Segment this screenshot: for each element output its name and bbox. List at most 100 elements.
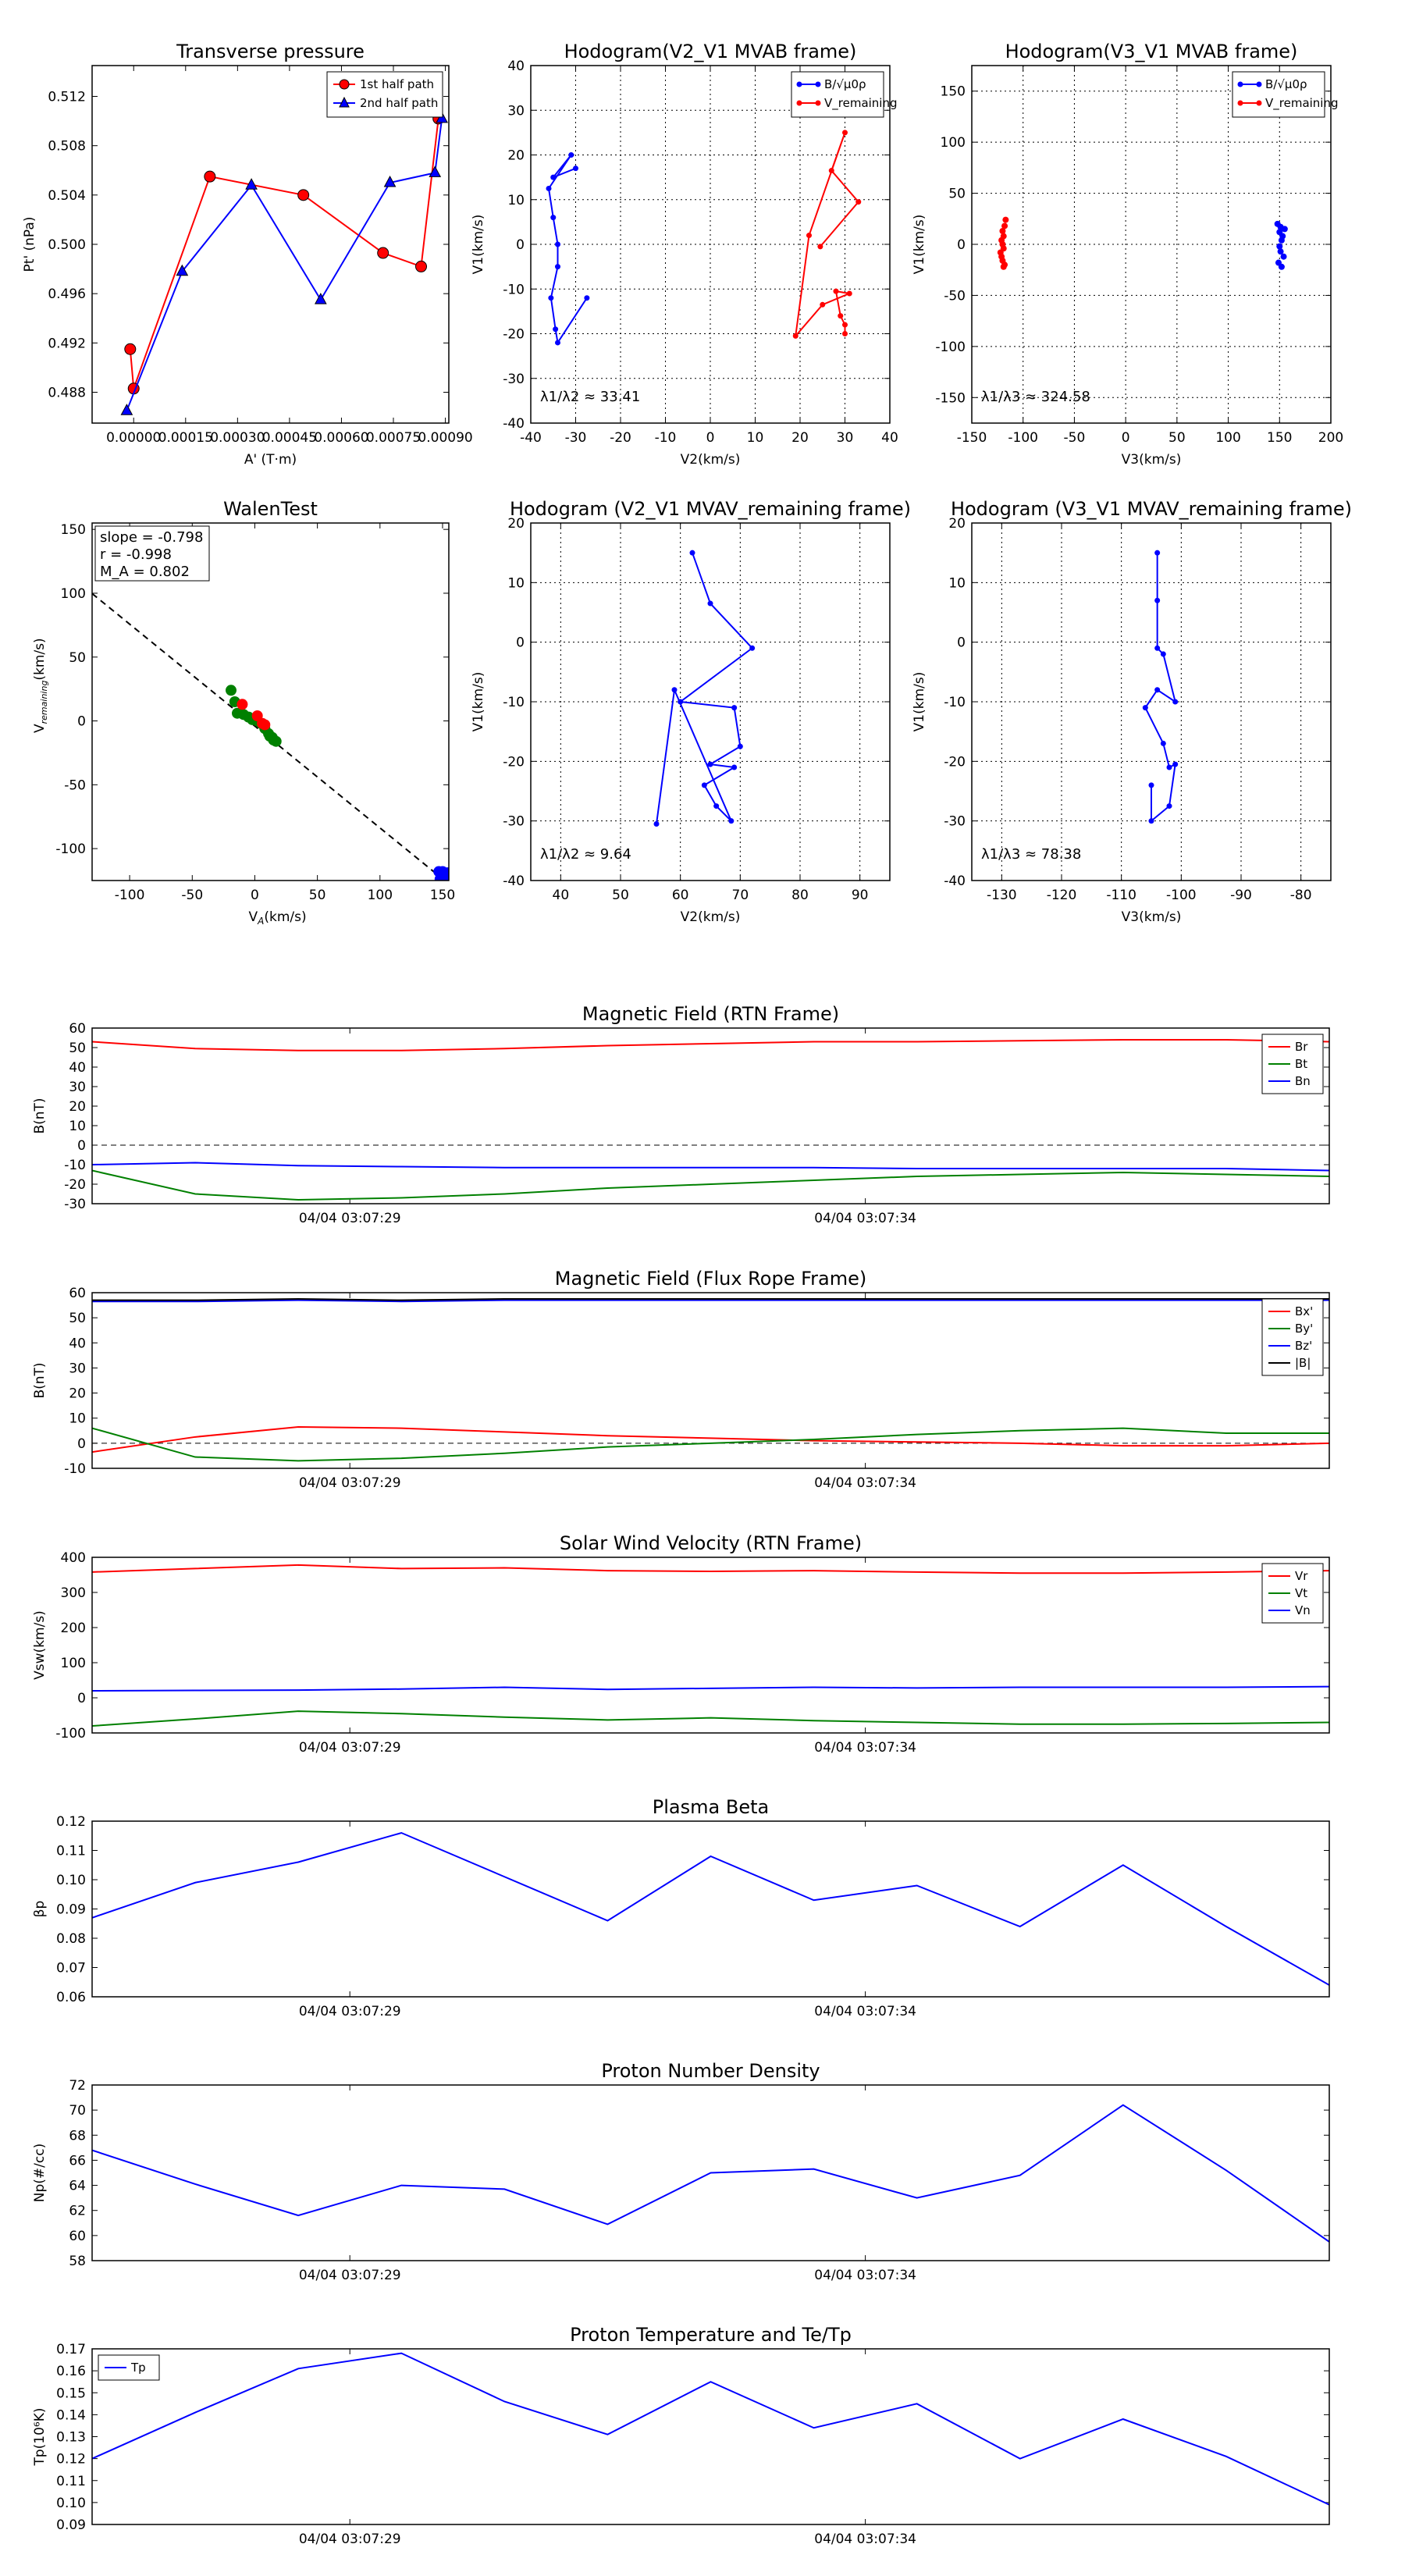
data-point [555, 241, 560, 247]
data-point [555, 340, 560, 346]
x-tick-label: -100 [115, 888, 145, 903]
y-tick-label: -40 [503, 873, 525, 889]
data-point [120, 404, 133, 415]
legend-marker [815, 100, 821, 106]
y-tick-label: 300 [61, 1585, 86, 1601]
chart-title: Transverse pressure [176, 41, 365, 62]
y-axis-label: Vremaining(km/s) [32, 638, 49, 733]
data-point [553, 326, 559, 333]
x-tick-label: -10 [655, 430, 677, 446]
x-axis-label-sub: A [257, 916, 264, 927]
series-line-2nd half path [126, 118, 443, 411]
data-point [855, 199, 862, 205]
y-tick-label: 100 [941, 135, 966, 151]
x-tick-label: 04/04 03:07:34 [814, 1211, 916, 1226]
data-point [555, 264, 560, 270]
series-line-Vr [92, 1564, 1329, 1574]
y-tick-label: 20 [69, 1099, 86, 1115]
y-tick-label: -40 [503, 416, 525, 432]
plot-frame [91, 1292, 1330, 1469]
y-tick-label: 10 [69, 1411, 86, 1427]
data-point [314, 293, 327, 304]
data-point [415, 260, 428, 272]
legend-label: B/√μ0ρ [1265, 77, 1307, 91]
data-point [546, 185, 552, 191]
data-point [689, 550, 695, 556]
x-axis-label: A' (T·m) [244, 452, 297, 468]
data-point [1154, 687, 1161, 693]
series-line-By' [92, 1427, 1329, 1462]
y-tick-label: -20 [944, 754, 966, 770]
y-axis-label: Pt' (nPa) [22, 217, 37, 272]
plot-area [653, 550, 756, 827]
series-line-Bt [92, 1169, 1329, 1201]
x-tick-label: -110 [1106, 888, 1136, 903]
y-tick-label: 100 [61, 586, 86, 602]
x-tick-label: 0.00090 [418, 430, 472, 446]
y-tick-label: 10 [69, 1119, 86, 1134]
x-tick-label: 10 [747, 430, 764, 446]
legend-label: Br [1295, 1040, 1308, 1054]
y-tick-label: 0 [77, 1138, 86, 1154]
plot-area [92, 1039, 1329, 1201]
x-tick-label: -120 [1047, 888, 1077, 903]
data-point [1000, 263, 1007, 270]
series-line-Vt [92, 1710, 1329, 1727]
y-tick-label: -10 [503, 282, 525, 297]
y-tick-label: 0.500 [48, 237, 86, 253]
data-point [444, 871, 449, 881]
legend: B/√μ0ρ V_remaining [791, 71, 898, 118]
plot-frame [91, 1820, 1330, 1998]
x-tick-label: 0.00030 [210, 430, 265, 446]
annotation-text: λ1/λ3 ≈ 78.38 [981, 846, 1081, 863]
data-point [1148, 782, 1154, 788]
chart-title: Solar Wind Velocity (RTN Frame) [560, 1532, 862, 1554]
series-line-1st half path [129, 118, 439, 390]
data-point [713, 803, 720, 809]
x-tick-label: 0 [251, 888, 259, 903]
y-axis-label: Vsw(km/s) [32, 1610, 48, 1680]
chart-title: Hodogram (V2_V1 MVAV_remaining frame) [510, 498, 911, 520]
series-line-Bz' [92, 1299, 1329, 1303]
data-point [1001, 222, 1008, 229]
chart-bfield_rtn: Magnetic Field (RTN Frame) 04/04 03:07:29… [32, 1003, 1330, 1226]
chart-vsw: Solar Wind Velocity (RTN Frame) 04/04 03:… [32, 1532, 1330, 1756]
y-tick-label: -10 [944, 695, 966, 710]
x-tick-label: 40 [881, 430, 898, 446]
y-tick-label: 20 [69, 1386, 86, 1402]
data-point [204, 170, 216, 183]
data-point [842, 331, 848, 336]
y-tick-label: 150 [941, 84, 966, 100]
y-tick-label: -30 [503, 372, 525, 387]
legend: Vr Vt Vn [1261, 1563, 1324, 1624]
y-tick-label: -100 [55, 1726, 86, 1742]
plot-area [92, 1831, 1329, 1986]
data-point [550, 215, 557, 221]
y-tick-label: 0.15 [56, 2386, 86, 2401]
x-tick-label: 30 [837, 430, 854, 446]
y-tick-label: 0 [77, 1691, 86, 1706]
data-point [731, 764, 738, 770]
plot-area [92, 1564, 1329, 1727]
y-tick-label: -30 [64, 1197, 86, 1212]
chart-tp: Proton Temperature and Te/Tp 04/04 03:07:… [32, 2324, 1330, 2547]
data-point [568, 152, 574, 158]
chart-np: Proton Number Density 04/04 03:07:29 04/04… [32, 2060, 1330, 2283]
x-tick-label: 04/04 03:07:34 [814, 2268, 916, 2283]
y-tick-label: -150 [935, 390, 966, 406]
data-point [1154, 550, 1161, 556]
y-tick-label: 58 [69, 2254, 86, 2269]
data-point [1148, 818, 1154, 824]
series-line-Tp [92, 2352, 1329, 2506]
plot-frame [91, 1557, 1330, 1734]
chart-title: Magnetic Field (RTN Frame) [582, 1003, 839, 1025]
legend-label: V_remaining [1265, 96, 1339, 111]
data-point [820, 301, 826, 308]
y-tick-label: 40 [69, 1060, 86, 1076]
data-point [653, 820, 660, 827]
legend-marker [815, 81, 821, 87]
x-tick-label: 04/04 03:07:34 [814, 1475, 916, 1491]
x-tick-label: 04/04 03:07:34 [814, 1740, 916, 1756]
plot-frame [91, 2084, 1330, 2261]
chart-h21: Hodogram(V2_V1 MVAB frame) -40 -30 -20 -10 0 1… [471, 41, 898, 468]
